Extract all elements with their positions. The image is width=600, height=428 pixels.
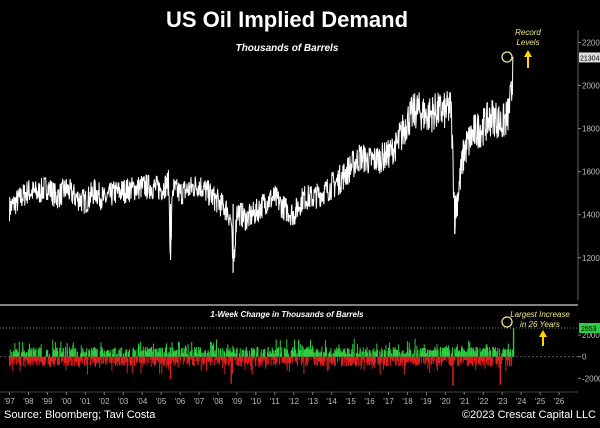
record-up-arrow-icon (524, 50, 532, 68)
upper-y-tick-label: 14000 (582, 211, 600, 220)
x-tick-label: '01 (80, 397, 91, 406)
source-note: Source: Bloomberg; Tavi Costa (4, 409, 156, 421)
lower-last-value-badge (579, 322, 600, 333)
copyright-note: ©2023 Crescat Capital LLC (462, 409, 596, 421)
x-tick-label: '23 (497, 397, 508, 406)
upper-last-value-badge (579, 52, 600, 63)
x-tick-label: '15 (345, 397, 356, 406)
x-tick-label: '11 (270, 397, 280, 406)
upper-y-tick-label: 16000 (582, 168, 600, 177)
negative-change-bars (9, 356, 513, 375)
upper-y-tick-label: 12000 (582, 254, 600, 263)
x-tick-label: '17 (383, 397, 394, 406)
increase-annotation-line2: in 26 Years (520, 320, 560, 329)
x-tick-label: '20 (440, 397, 451, 406)
x-tick-label: '07 (194, 397, 205, 406)
demand-line (9, 56, 514, 262)
x-tick-label: '00 (61, 397, 72, 406)
upper-y-tick-label: 18000 (582, 125, 600, 134)
x-tick-label: '14 (326, 397, 337, 406)
x-tick-label: '06 (175, 397, 186, 406)
x-tick-label: '99 (42, 397, 53, 406)
x-tick-label: '16 (364, 397, 375, 406)
x-tick-label: '26 (554, 397, 565, 406)
increase-annotation-line1: Largest Increase (510, 310, 570, 319)
x-tick-label: '25 (535, 397, 546, 406)
lower-title-bar (0, 309, 578, 319)
record-highlight-circle (501, 51, 513, 63)
upper-y-tick-label: 22000 (582, 38, 600, 47)
x-tick-label: '21 (459, 397, 470, 406)
x-tick-label: '09 (232, 397, 243, 406)
x-tick-label: '08 (213, 397, 224, 406)
x-tick-label: '22 (478, 397, 489, 406)
x-tick-label: '13 (307, 397, 318, 406)
largest-increase-highlight-circle (501, 316, 513, 328)
lower-last-value-label: 2653 (581, 326, 597, 333)
increase-up-arrow-icon (539, 330, 547, 346)
x-tick-label: '97 (4, 397, 15, 406)
x-tick-label: '18 (402, 397, 413, 406)
positive-change-bars (9, 338, 513, 357)
lower-panel-title: 1-Week Change in Thousands of Barrels (210, 310, 364, 319)
x-tick-label: '12 (289, 397, 300, 406)
lower-y-tick-label: -2000 (582, 374, 600, 383)
x-tick-label: '98 (23, 397, 34, 406)
chart-title: US Oil Implied Demand (166, 7, 408, 32)
lower-y-tick-label: 0 (582, 353, 587, 362)
lower-y-tick-label: 2000 (582, 331, 600, 340)
x-tick-label: '05 (156, 397, 167, 406)
x-tick-label: '10 (251, 397, 262, 406)
record-annotation-line1: Record (515, 28, 541, 37)
x-tick-label: '02 (99, 397, 110, 406)
x-tick-label: '04 (137, 397, 148, 406)
x-tick-label: '03 (118, 397, 129, 406)
upper-last-value-label: 21304 (580, 55, 600, 62)
x-axis: '97 '98 '99 '00 '01 '02 '03 '04 '05 '06 '07 '08 '09 '… (0, 391, 578, 406)
x-tick-label: '24 (516, 397, 527, 406)
x-tick-label: '19 (421, 397, 432, 406)
weekly-change-bars (9, 327, 515, 386)
chart-subtitle: Thousands of Barrels (236, 43, 339, 54)
demand-line-series (9, 56, 514, 273)
record-annotation-line2: Levels (516, 38, 539, 47)
